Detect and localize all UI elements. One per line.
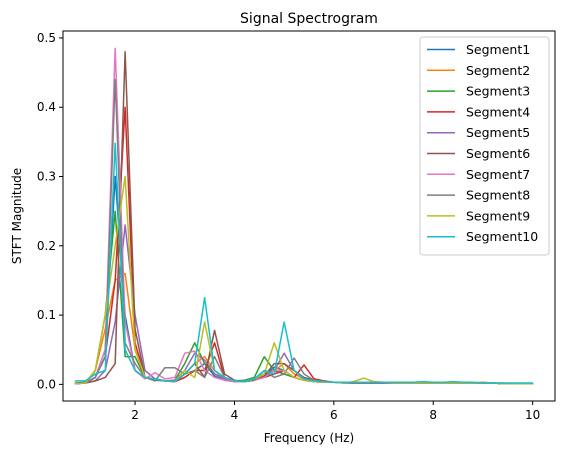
legend-entry-1: Segment1: [466, 42, 530, 57]
legend-entry-7: Segment7: [466, 167, 530, 182]
y-tick-label: 0.3: [37, 170, 56, 184]
y-tick-label: 0.0: [37, 377, 56, 391]
y-axis-label: STFT Magnitude: [10, 168, 24, 264]
y-tick-label: 0.5: [37, 31, 56, 45]
series-line-10: [74, 142, 534, 384]
x-tick-label: 4: [231, 408, 239, 422]
y-tick-label: 0.2: [37, 239, 56, 253]
x-tick-label: 6: [330, 408, 338, 422]
legend-entry-5: Segment5: [466, 125, 530, 140]
legend-entry-4: Segment4: [466, 104, 530, 119]
x-axis-ticks: 2 4 6 8 10: [131, 401, 540, 422]
plot-lines: [74, 47, 534, 385]
legend-entry-2: Segment2: [466, 63, 530, 78]
x-tick-label: 2: [131, 408, 139, 422]
y-axis-ticks: 0.0 0.1 0.2 0.3 0.4 0.5: [37, 31, 63, 391]
legend: Segment1 Segment2 Segment3 Segment4 Segment5…: [419, 36, 550, 256]
x-tick-label: 10: [525, 408, 540, 422]
x-axis-label: Frequency (Hz): [264, 431, 355, 445]
legend-entry-9: Segment9: [466, 208, 530, 223]
legend-entry-8: Segment8: [466, 188, 530, 203]
chart-title: Signal Spectrogram: [240, 11, 378, 27]
y-tick-label: 0.4: [37, 100, 56, 114]
legend-entry-3: Segment3: [466, 84, 530, 99]
y-tick-label: 0.1: [37, 308, 56, 322]
legend-entry-10: Segment10: [466, 229, 538, 244]
x-tick-label: 8: [429, 408, 437, 422]
axes-frame: [62, 30, 556, 402]
legend-entry-6: Segment6: [466, 146, 530, 161]
